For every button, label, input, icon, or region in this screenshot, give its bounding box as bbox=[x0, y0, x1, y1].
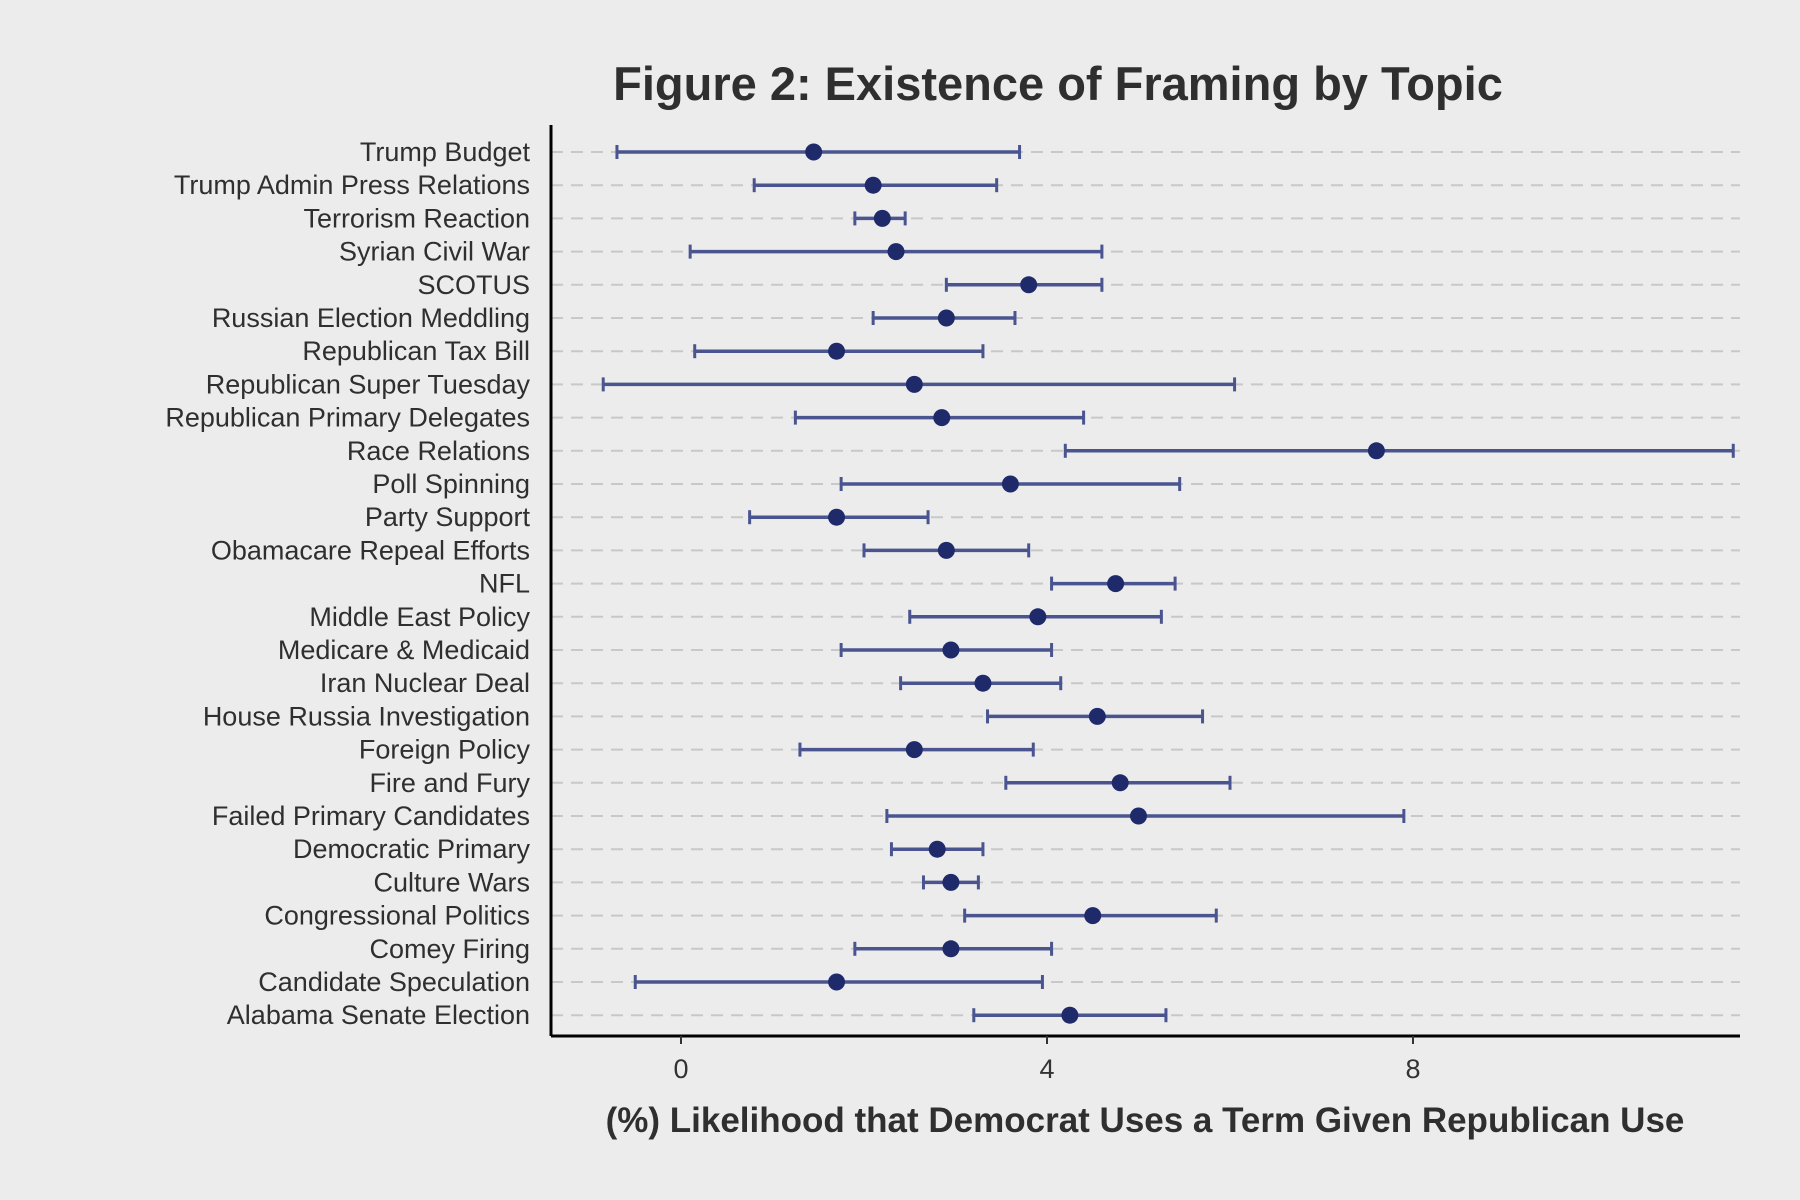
category-label: Race Relations bbox=[347, 436, 530, 466]
point-estimate bbox=[937, 541, 955, 559]
point-estimate bbox=[828, 508, 846, 526]
point-estimate bbox=[1107, 575, 1125, 593]
point-estimate bbox=[1029, 608, 1047, 626]
category-label: Party Support bbox=[365, 502, 531, 532]
point-estimate bbox=[942, 940, 960, 958]
x-axis-label: (%) Likelihood that Democrat Uses a Term… bbox=[606, 1101, 1685, 1140]
category-label: Democratic Primary bbox=[293, 834, 531, 864]
x-tick-label: 8 bbox=[1405, 1054, 1420, 1084]
category-label: House Russia Investigation bbox=[203, 701, 530, 731]
category-label: Culture Wars bbox=[373, 867, 530, 897]
point-estimate bbox=[1111, 774, 1129, 792]
point-estimate bbox=[828, 973, 846, 991]
category-label: Iran Nuclear Deal bbox=[320, 668, 530, 698]
point-estimate bbox=[928, 840, 946, 858]
point-estimate bbox=[1084, 907, 1102, 925]
category-label: Congressional Politics bbox=[264, 901, 530, 931]
category-label: SCOTUS bbox=[417, 270, 530, 300]
point-estimate bbox=[974, 674, 992, 692]
category-label: Syrian Civil War bbox=[339, 237, 530, 267]
point-estimate bbox=[873, 209, 891, 227]
error-bar bbox=[1063, 443, 1735, 458]
point-estimate bbox=[1020, 276, 1038, 294]
category-label: Trump Admin Press Relations bbox=[174, 170, 530, 200]
point-estimates bbox=[805, 143, 1385, 1024]
category-label: Obamacare Repeal Efforts bbox=[211, 535, 530, 565]
point-estimate bbox=[942, 873, 960, 891]
category-label: Comey Firing bbox=[369, 934, 530, 964]
x-tick-label: 0 bbox=[673, 1054, 688, 1084]
point-estimate bbox=[942, 641, 960, 659]
category-label: Fire and Fury bbox=[369, 768, 530, 798]
point-estimate bbox=[805, 143, 823, 161]
category-label: Republican Tax Bill bbox=[302, 336, 530, 366]
point-estimate bbox=[937, 309, 955, 327]
category-label: Russian Election Meddling bbox=[212, 303, 530, 333]
point-estimate bbox=[1367, 442, 1385, 460]
point-estimate bbox=[1088, 707, 1106, 725]
point-estimate bbox=[864, 176, 882, 194]
category-label: Candidate Speculation bbox=[258, 967, 530, 997]
category-label: Terrorism Reaction bbox=[303, 203, 530, 233]
x-axis-ticks: 0 4 8 bbox=[673, 1036, 1421, 1084]
category-label: Middle East Policy bbox=[309, 602, 530, 632]
point-estimate bbox=[1130, 807, 1147, 825]
point-estimate bbox=[933, 409, 951, 427]
point-estimate bbox=[905, 375, 923, 393]
category-label: Poll Spinning bbox=[372, 469, 530, 499]
x-tick-label: 4 bbox=[1039, 1054, 1054, 1084]
category-label: Republican Primary Delegates bbox=[165, 403, 530, 433]
point-estimate bbox=[1001, 475, 1019, 493]
category-label: NFL bbox=[479, 569, 530, 599]
point-estimate bbox=[905, 741, 923, 759]
category-label: Failed Primary Candidates bbox=[212, 801, 530, 831]
point-estimate bbox=[887, 243, 905, 261]
category-label: Trump Budget bbox=[360, 137, 531, 167]
point-estimate bbox=[828, 342, 846, 360]
chart-title: Figure 2: Existence of Framing by Topic bbox=[613, 57, 1503, 110]
category-label: Alabama Senate Election bbox=[227, 1000, 530, 1030]
point-estimate bbox=[1061, 1006, 1079, 1024]
category-label: Medicare & Medicaid bbox=[278, 635, 530, 665]
category-label: Republican Super Tuesday bbox=[206, 369, 531, 399]
category-label: Foreign Policy bbox=[359, 735, 531, 765]
